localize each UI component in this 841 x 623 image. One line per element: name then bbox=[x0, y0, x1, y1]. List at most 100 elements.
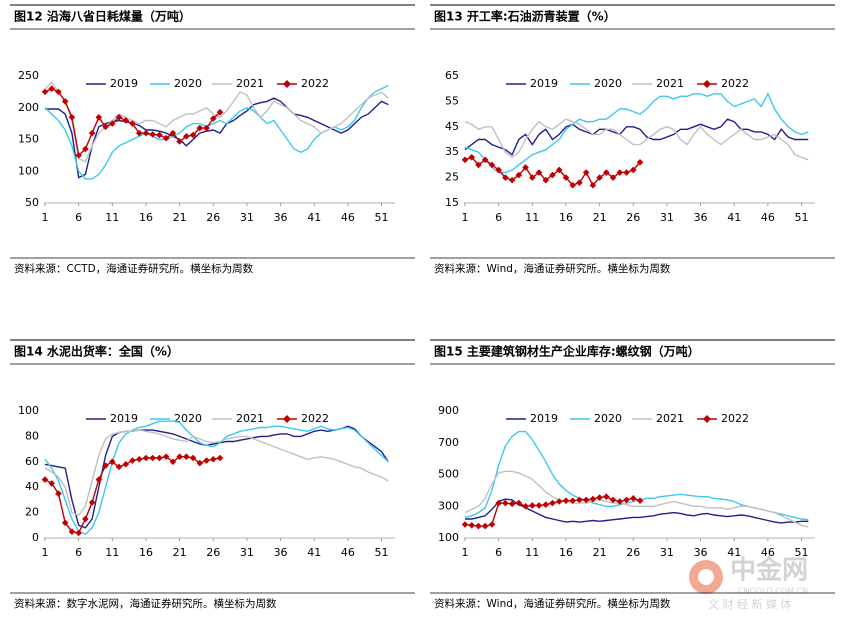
x-tick-label: 36 bbox=[694, 546, 708, 559]
x-tick-label: 41 bbox=[307, 546, 321, 559]
point-marker bbox=[169, 458, 177, 466]
point-marker bbox=[468, 153, 476, 161]
point-marker bbox=[609, 496, 617, 504]
point-marker bbox=[495, 499, 502, 507]
x-tick-label: 6 bbox=[495, 211, 502, 224]
series-line bbox=[464, 118, 809, 161]
x-tick-label: 26 bbox=[206, 546, 220, 559]
point-marker bbox=[508, 176, 516, 184]
x-tick-label: 6 bbox=[75, 211, 82, 224]
point-marker bbox=[135, 455, 143, 463]
chart-panel: 图12 沿海八省日耗煤量（万吨） 资料来源：CCTD，海通证券研究所。横坐标为周数… bbox=[10, 4, 415, 275]
point-marker bbox=[616, 498, 624, 505]
point-marker bbox=[569, 181, 576, 189]
x-tick-label: 1 bbox=[462, 546, 469, 559]
x-tick-label: 16 bbox=[139, 546, 153, 559]
point-marker bbox=[169, 129, 177, 137]
x-tick-label: 31 bbox=[660, 211, 674, 224]
legend-label: 2021 bbox=[236, 412, 264, 425]
point-marker bbox=[216, 454, 224, 462]
point-marker bbox=[515, 499, 523, 507]
x-tick-label: 16 bbox=[559, 211, 573, 224]
y-tick-label: 200 bbox=[18, 101, 39, 114]
x-tick-label: 36 bbox=[694, 211, 708, 224]
point-marker bbox=[142, 454, 150, 462]
chart-panel: 图14 水泥出货率：全国（%） 资料来源：数字水泥网，海通证券研究所。横坐标为周数… bbox=[10, 339, 415, 610]
point-marker bbox=[75, 152, 82, 159]
point-marker bbox=[475, 522, 482, 530]
point-marker bbox=[555, 498, 563, 505]
legend-label: 2019 bbox=[110, 412, 138, 425]
legend-label: 2019 bbox=[110, 77, 138, 90]
y-tick-label: 50 bbox=[25, 196, 39, 209]
point-marker bbox=[149, 454, 156, 462]
point-marker bbox=[41, 88, 49, 96]
point-marker bbox=[95, 113, 103, 121]
x-tick-label: 6 bbox=[75, 546, 82, 559]
point-marker bbox=[623, 496, 630, 504]
x-tick-label: 26 bbox=[206, 211, 220, 224]
x-tick-label: 36 bbox=[274, 546, 288, 559]
point-marker bbox=[636, 159, 644, 166]
source-note: 资料来源：数字水泥网，海通证券研究所。横坐标为周数 bbox=[14, 597, 277, 610]
point-marker bbox=[481, 522, 489, 530]
point-marker bbox=[75, 529, 82, 537]
point-marker bbox=[129, 457, 136, 464]
point-marker bbox=[88, 129, 96, 137]
point-marker bbox=[629, 166, 637, 174]
point-marker bbox=[115, 113, 123, 121]
point-marker bbox=[596, 494, 603, 501]
x-tick-label: 31 bbox=[240, 211, 254, 224]
y-tick-label: 250 bbox=[18, 69, 39, 82]
point-marker bbox=[488, 161, 496, 169]
point-marker bbox=[183, 133, 190, 140]
source-note: 资料来源：Wind，海通证券研究所。横坐标为周数 bbox=[434, 597, 671, 610]
point-marker bbox=[135, 129, 143, 137]
legend-marker bbox=[703, 415, 711, 423]
point-marker bbox=[515, 171, 523, 179]
point-marker bbox=[623, 169, 630, 176]
y-tick-label: 500 bbox=[438, 468, 459, 481]
point-marker bbox=[529, 174, 536, 181]
y-tick-label: 65 bbox=[445, 69, 459, 82]
legend-label: 2020 bbox=[174, 412, 202, 425]
point-marker bbox=[183, 453, 190, 461]
y-tick-label: 100 bbox=[18, 164, 39, 177]
y-tick-label: 45 bbox=[445, 120, 459, 133]
y-tick-label: 25 bbox=[445, 171, 459, 184]
legend-label: 2022 bbox=[301, 412, 329, 425]
y-tick-label: 100 bbox=[18, 404, 39, 417]
point-marker bbox=[481, 156, 489, 164]
point-marker bbox=[61, 519, 69, 527]
x-tick-label: 6 bbox=[495, 546, 502, 559]
legend-label: 2021 bbox=[656, 77, 684, 90]
point-marker bbox=[189, 454, 197, 462]
point-marker bbox=[142, 129, 150, 137]
point-marker bbox=[562, 497, 570, 504]
x-tick-label: 11 bbox=[105, 211, 119, 224]
series-line bbox=[464, 118, 809, 156]
y-tick-label: 300 bbox=[438, 499, 459, 512]
chart-title: 图13 开工率:石油沥青装置（%） bbox=[434, 9, 616, 24]
point-marker bbox=[162, 453, 170, 461]
point-marker bbox=[68, 113, 76, 121]
y-tick-label: 40 bbox=[25, 480, 39, 493]
point-marker bbox=[68, 528, 76, 535]
x-tick-label: 46 bbox=[341, 211, 355, 224]
x-tick-label: 41 bbox=[727, 546, 741, 559]
series-line bbox=[464, 470, 809, 528]
legend-marker bbox=[283, 80, 291, 88]
point-marker bbox=[582, 169, 590, 176]
x-tick-label: 46 bbox=[761, 211, 775, 224]
point-marker bbox=[535, 502, 543, 509]
x-tick-label: 11 bbox=[525, 211, 539, 224]
point-marker bbox=[176, 138, 183, 145]
point-marker bbox=[629, 495, 637, 502]
x-tick-label: 51 bbox=[795, 211, 809, 224]
series-line bbox=[44, 429, 389, 516]
point-marker bbox=[88, 499, 96, 506]
x-tick-label: 31 bbox=[660, 546, 674, 559]
y-tick-label: 100 bbox=[438, 531, 459, 544]
source-note: 资料来源：Wind，海通证券研究所。横坐标为周数 bbox=[434, 262, 671, 275]
point-marker bbox=[542, 176, 550, 184]
